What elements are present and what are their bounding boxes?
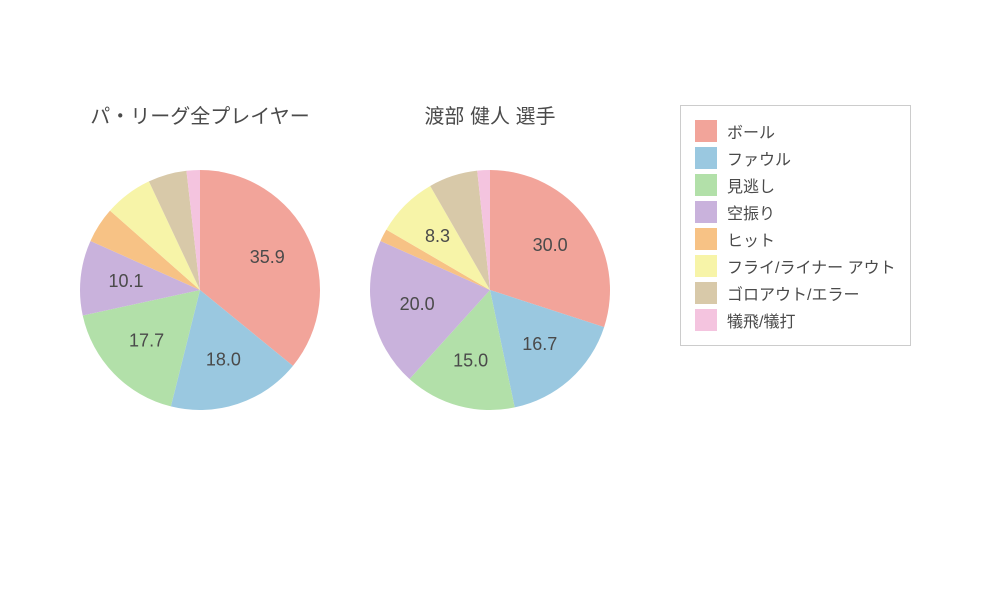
legend-item: ボール (695, 119, 896, 143)
pie-chart-pair: ボールファウル見逃し空振りヒットフライ/ライナー アウトゴロアウト/エラー犠飛/… (0, 0, 1000, 600)
slice-label: 17.7 (129, 331, 164, 351)
legend-swatch (695, 309, 717, 331)
legend-item: 空振り (695, 200, 896, 224)
legend-item: ヒット (695, 227, 896, 251)
legend-item: ゴロアウト/エラー (695, 281, 896, 305)
legend-swatch (695, 120, 717, 142)
legend-swatch (695, 201, 717, 223)
slice-label: 15.0 (453, 351, 488, 371)
slice-label: 20.0 (400, 294, 435, 314)
legend-label: 犠飛/犠打 (727, 308, 795, 332)
pie-title: パ・リーグ全プレイヤー (40, 100, 360, 129)
legend-item: フライ/ライナー アウト (695, 254, 896, 278)
legend-label: フライ/ライナー アウト (727, 254, 896, 278)
legend-swatch (695, 255, 717, 277)
legend: ボールファウル見逃し空振りヒットフライ/ライナー アウトゴロアウト/エラー犠飛/… (680, 105, 911, 346)
legend-item: ファウル (695, 146, 896, 170)
legend-swatch (695, 174, 717, 196)
legend-swatch (695, 147, 717, 169)
slice-label: 10.1 (108, 271, 143, 291)
legend-item: 見逃し (695, 173, 896, 197)
legend-label: ファウル (727, 146, 791, 170)
slice-label: 16.7 (522, 334, 557, 354)
pie-chart: 35.9 18.0 17.7 10.1 (40, 130, 360, 450)
legend-label: ボール (727, 119, 775, 143)
legend-swatch (695, 228, 717, 250)
legend-label: 見逃し (727, 173, 775, 197)
legend-item: 犠飛/犠打 (695, 308, 896, 332)
slice-label: 18.0 (206, 349, 241, 369)
slice-label: 30.0 (533, 235, 568, 255)
legend-label: ゴロアウト/エラー (727, 281, 859, 305)
pie-chart: 30.0 16.7 15.0 20.0 8.3 (330, 130, 650, 450)
legend-label: 空振り (727, 200, 775, 224)
slice-label: 8.3 (425, 226, 450, 246)
legend-label: ヒット (727, 227, 775, 251)
pie-title: 渡部 健人 選手 (330, 100, 650, 129)
legend-swatch (695, 282, 717, 304)
slice-label: 35.9 (250, 247, 285, 267)
